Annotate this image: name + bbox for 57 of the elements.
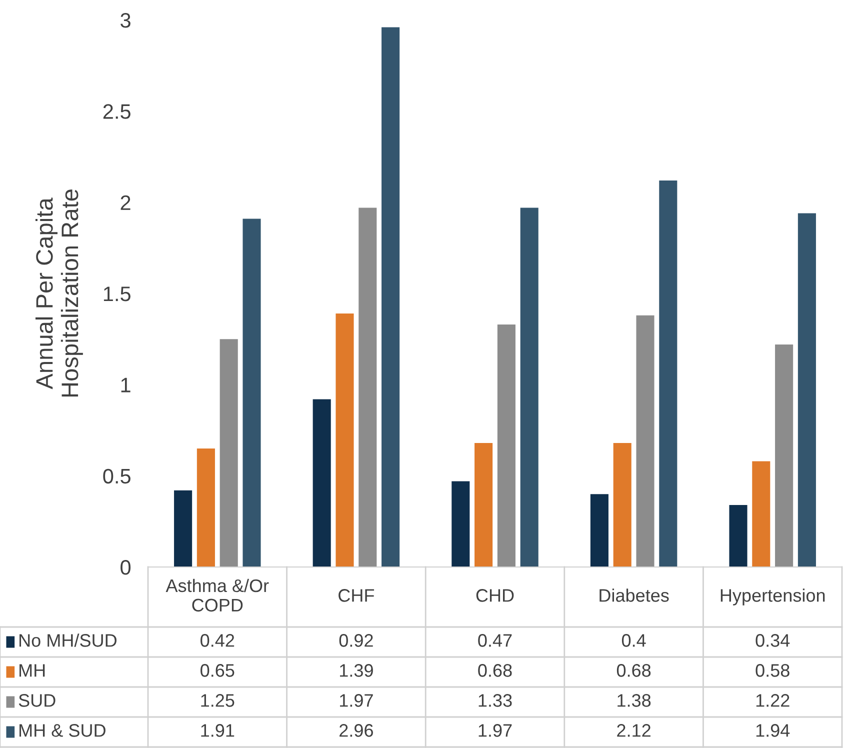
y-axis-title: Annual Per Capita Hospitalization Rate <box>35 190 83 397</box>
bar <box>174 490 192 567</box>
y-tick-label: 0 <box>120 560 131 575</box>
legend-label: MH & SUD <box>20 724 106 737</box>
bar <box>636 315 654 567</box>
data-label: 0.65 <box>200 664 234 677</box>
y-tick-label: 2 <box>120 195 130 210</box>
bar <box>798 213 816 567</box>
y-tick-label: 2.5 <box>103 104 130 119</box>
bar <box>312 399 331 567</box>
legend-label: MH <box>20 664 45 677</box>
bar <box>196 448 215 567</box>
x-tick-label: Asthma &/Or COPD <box>166 578 269 612</box>
legend-label: No MH/SUD <box>20 634 116 647</box>
data-label: 0.42 <box>200 634 234 647</box>
data-label: 0.68 <box>616 664 651 677</box>
bar <box>775 344 794 567</box>
bar <box>659 180 678 567</box>
bar <box>358 208 377 567</box>
bar <box>474 443 493 567</box>
bar <box>752 461 770 567</box>
bar <box>452 481 470 567</box>
x-tick-label: CHF <box>338 589 374 602</box>
data-label: 1.25 <box>201 694 234 707</box>
bar <box>220 339 238 567</box>
data-label: 0.92 <box>339 634 373 647</box>
bar <box>520 208 538 567</box>
data-label: 0.34 <box>756 634 790 647</box>
data-label: 0.58 <box>756 664 790 677</box>
x-tick-label: Diabetes <box>600 588 669 602</box>
y-tick-label: 1 <box>121 378 130 392</box>
bar <box>497 324 516 567</box>
data-label: 1.22 <box>756 694 790 707</box>
bar <box>613 443 632 567</box>
data-label: 1.33 <box>478 694 512 707</box>
data-label: 2.12 <box>617 724 650 737</box>
bar <box>336 314 354 567</box>
data-label: 0.68 <box>478 664 512 677</box>
legend-label: SUD <box>18 694 56 707</box>
x-tick-label: Hypertension <box>720 588 825 606</box>
bar <box>242 218 261 567</box>
data-label: 1.97 <box>478 724 512 737</box>
data-label: 0.4 <box>622 634 646 647</box>
data-label: 0.47 <box>478 634 512 647</box>
y-tick-label: 1.5 <box>104 286 130 302</box>
data-label: 2.96 <box>340 724 373 737</box>
bar <box>382 27 400 567</box>
data-label: 1.97 <box>340 694 373 707</box>
data-label: 1.38 <box>618 694 651 707</box>
data-label: 1.94 <box>756 724 790 737</box>
y-tick-label: 0.5 <box>103 468 130 484</box>
x-tick-label: CHD <box>476 589 514 602</box>
data-label: 1.39 <box>340 664 373 677</box>
bar <box>729 505 748 567</box>
bar <box>590 494 608 567</box>
y-tick-label: 3 <box>120 13 130 28</box>
data-label: 1.91 <box>201 724 234 737</box>
